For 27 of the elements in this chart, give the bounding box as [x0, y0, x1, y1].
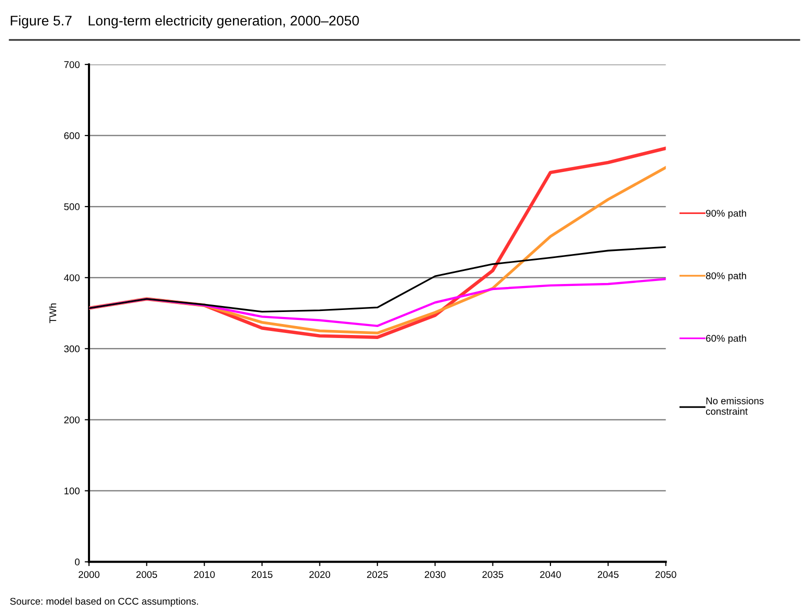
line-series: [88, 278, 666, 328]
y-axis-title: TWh: [49, 304, 56, 324]
x-tick-label: 2010: [194, 571, 215, 578]
chart-title: Figure 5.7 Long-term electricity generation, 2000–2050: [10, 15, 359, 28]
legend-label: 80% path: [706, 272, 746, 282]
y-tick-label: 200: [64, 416, 80, 424]
x-tick-label: 2050: [655, 571, 676, 578]
y-tick-label: 300: [64, 345, 80, 352]
x-tick-label: 2030: [424, 571, 446, 578]
y-tick-label: 600: [64, 132, 80, 140]
source-note: Source: model based on CCC assumptions.: [10, 598, 198, 607]
x-tick-label: 2015: [252, 571, 272, 578]
y-tick-label: 400: [64, 274, 80, 282]
x-tick-label: 2020: [309, 571, 330, 578]
y-tick-label: 100: [64, 487, 80, 494]
x-tick-label: 2035: [482, 571, 504, 578]
x-tick-label: 2005: [136, 571, 158, 578]
legend-label: 60% path: [706, 334, 746, 344]
x-tick-label: 2040: [540, 571, 561, 578]
y-tick-label: 700: [64, 61, 80, 68]
x-tick-label: 2025: [367, 571, 388, 578]
legend-label: 90% path: [706, 210, 746, 219]
x-tick-label: 2045: [598, 571, 619, 578]
legend-label: No emissions constraint: [706, 397, 764, 415]
y-tick-label: 0: [74, 558, 80, 566]
y-tick-label: 500: [64, 203, 80, 210]
x-tick-label: 2000: [78, 571, 100, 578]
